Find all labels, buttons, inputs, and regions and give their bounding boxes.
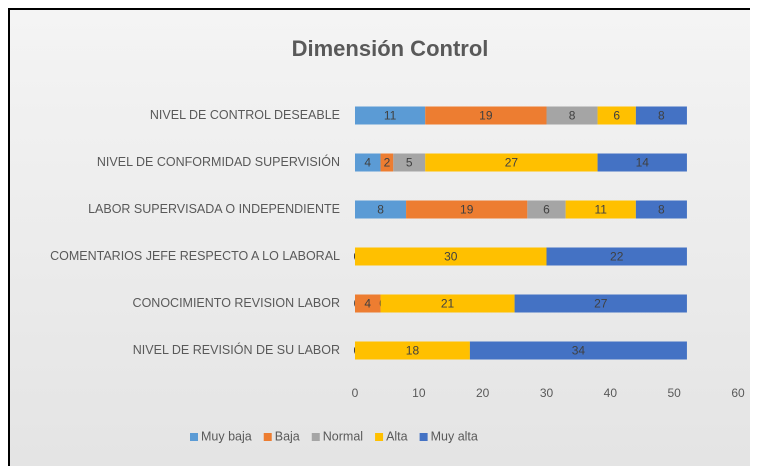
legend-swatch (263, 433, 272, 441)
data-label: 27 (594, 297, 608, 311)
x-tick-label: 0 (352, 386, 359, 400)
bar-segment (514, 294, 687, 313)
data-label: 2 (384, 156, 391, 170)
bar-segment (546, 247, 687, 266)
data-label: 19 (479, 109, 493, 123)
y-tick-label-box: NIVEL DE CONTROL DESEABLE (20, 94, 340, 138)
bar-segment (425, 106, 547, 125)
bar-segment (406, 200, 528, 219)
data-label: 4 (364, 156, 371, 170)
bar-segment (635, 106, 687, 125)
data-label: 6 (613, 109, 620, 123)
y-tick-label-box: COMENTARIOS JEFE RESPECTO A LO LABORAL (20, 235, 340, 279)
bar-segment (355, 341, 470, 360)
x-tick-label: 60 (731, 386, 745, 400)
legend-swatch (311, 433, 320, 441)
data-label: 21 (441, 297, 455, 311)
data-label: 18 (406, 344, 420, 358)
bar-segment (527, 200, 566, 219)
y-tick-label-box: CONOCIMIENTO REVISION LABOR (20, 282, 340, 326)
data-label: 19 (460, 203, 474, 217)
bar-segment (355, 153, 381, 172)
y-tick-label: NIVEL DE REVISIÓN DE SU LABOR (132, 343, 340, 357)
bar-segment (635, 200, 687, 219)
bar-segment (380, 153, 394, 172)
data-label: 30 (444, 250, 458, 264)
bar-segment (393, 153, 426, 172)
data-label: 14 (636, 156, 650, 170)
legend-label: Muy alta (431, 429, 478, 443)
data-label: 4 (364, 297, 371, 311)
data-label: 11 (384, 109, 397, 123)
y-tick-label: NIVEL DE CONFORMIDAD SUPERVISIÓN (96, 155, 340, 169)
bar-segment (565, 200, 636, 219)
legend-swatch (419, 433, 428, 441)
y-tick-label-box: NIVEL DE CONFORMIDAD SUPERVISIÓN (20, 141, 340, 185)
y-tick-label-box: LABOR SUPERVISADA O INDEPENDIENTE (20, 188, 340, 232)
x-tick-label: 50 (667, 386, 681, 400)
data-label: 27 (505, 156, 519, 170)
x-tick-label: 10 (412, 386, 426, 400)
bar-segment (597, 106, 636, 125)
legend-swatch (375, 433, 384, 441)
bar-segment (355, 106, 426, 125)
y-tick-label-box: NIVEL DE REVISIÓN DE SU LABOR (20, 329, 340, 373)
bar-segment (546, 106, 598, 125)
bar-segment (355, 200, 407, 219)
bar-segment (597, 153, 687, 172)
chart-title: Dimensión Control (292, 36, 489, 61)
bar-segment (425, 153, 598, 172)
x-tick-label: 40 (604, 386, 618, 400)
y-tick-label: COMENTARIOS JEFE RESPECTO A LO LABORAL (50, 249, 340, 263)
x-tick-label: 30 (540, 386, 554, 400)
chart-frame (8, 8, 750, 466)
y-tick-label: NIVEL DE CONTROL DESEABLE (149, 108, 340, 122)
bar-segment (355, 247, 547, 266)
legend-label: Muy baja (201, 429, 252, 443)
data-label: 8 (377, 203, 384, 217)
y-tick-label: CONOCIMIENTO REVISION LABOR (132, 296, 340, 310)
bar-segment (469, 341, 687, 360)
legend-swatch (190, 433, 198, 441)
legend-label: Alta (386, 429, 408, 443)
data-label: 5 (406, 156, 413, 170)
data-label: 8 (658, 203, 665, 217)
data-label: 11 (595, 203, 608, 217)
data-label: 6 (543, 203, 550, 217)
data-label: 8 (569, 109, 576, 123)
legend-label: Normal (323, 429, 363, 443)
data-label: 34 (572, 344, 586, 358)
data-label: 8 (658, 109, 665, 123)
y-tick-label: LABOR SUPERVISADA O INDEPENDIENTE (88, 202, 340, 216)
data-label: 22 (610, 250, 624, 264)
bar-segment (355, 294, 381, 313)
x-tick-label: 20 (476, 386, 490, 400)
legend-label: Baja (275, 429, 300, 443)
bar-segment (380, 294, 515, 313)
